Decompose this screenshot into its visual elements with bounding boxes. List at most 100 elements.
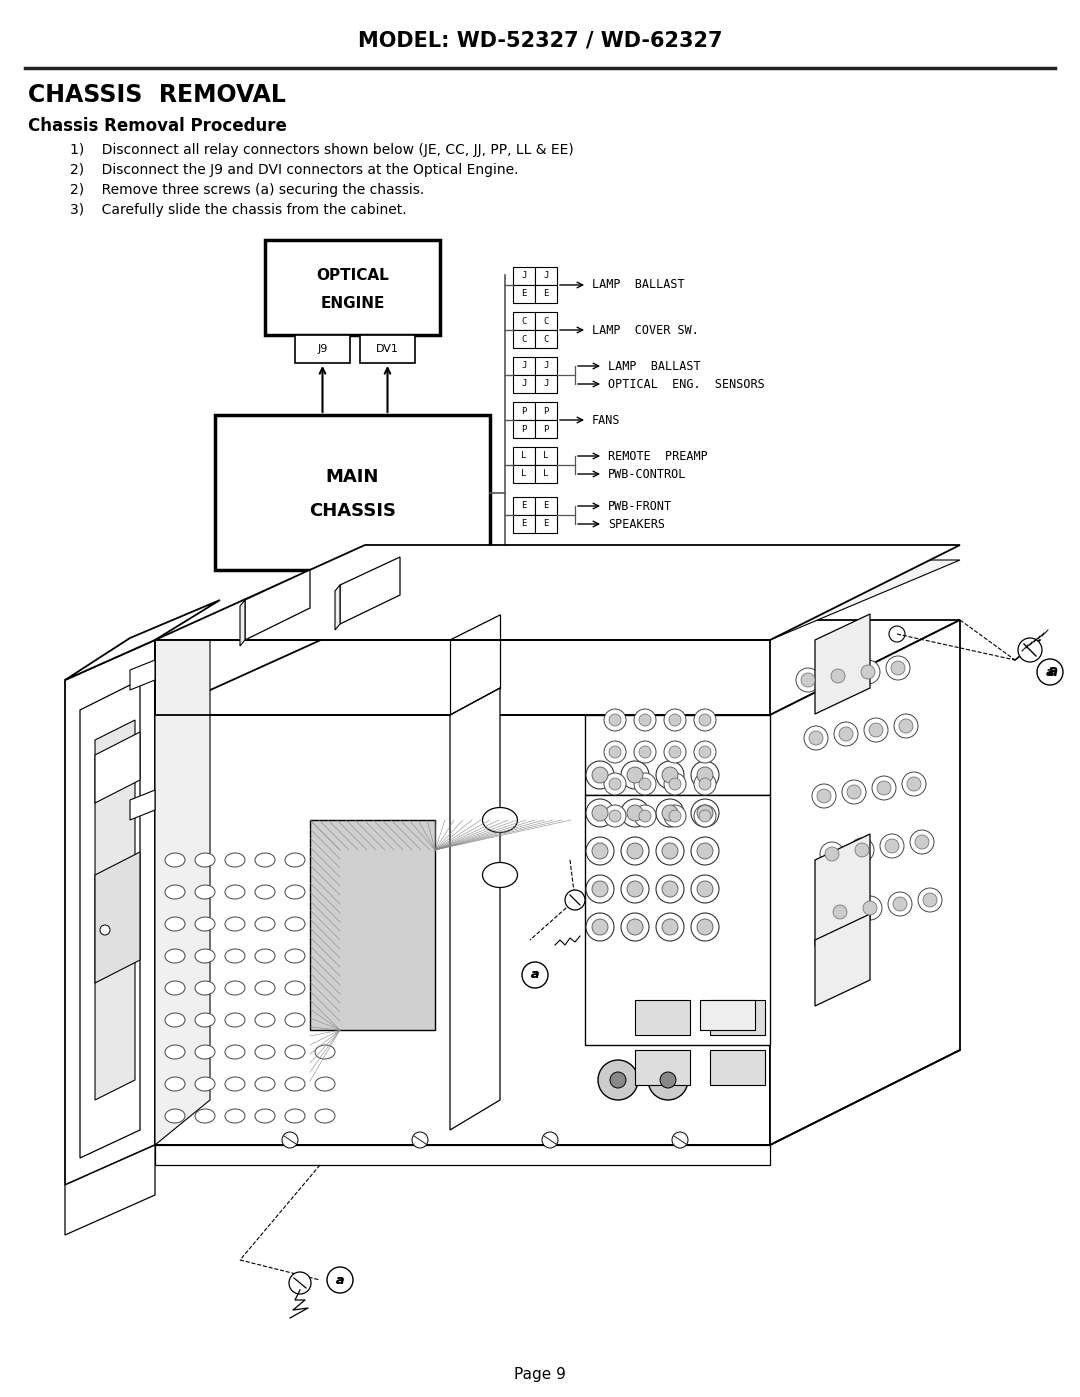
Circle shape (586, 875, 615, 902)
Circle shape (894, 714, 918, 738)
Circle shape (621, 875, 649, 902)
Ellipse shape (225, 949, 245, 963)
Ellipse shape (255, 916, 275, 930)
Circle shape (669, 714, 681, 726)
Circle shape (669, 746, 681, 759)
Circle shape (699, 778, 711, 789)
Ellipse shape (315, 1013, 335, 1027)
Circle shape (592, 805, 608, 821)
Text: a: a (1045, 665, 1054, 679)
Text: 2)    Remove three screws (a) securing the chassis.: 2) Remove three screws (a) securing the … (70, 183, 424, 197)
Circle shape (850, 838, 874, 862)
Circle shape (639, 778, 651, 789)
Circle shape (656, 914, 684, 942)
Text: MODEL: WD-52327 / WD-62327: MODEL: WD-52327 / WD-62327 (357, 29, 723, 50)
Bar (535, 447, 557, 465)
Circle shape (627, 842, 643, 859)
Polygon shape (450, 687, 500, 1130)
Circle shape (691, 837, 719, 865)
Text: ENGINE: ENGINE (321, 296, 384, 312)
Circle shape (660, 1071, 676, 1088)
Bar (535, 402, 557, 420)
Ellipse shape (225, 854, 245, 868)
Polygon shape (335, 585, 340, 630)
Circle shape (694, 740, 716, 763)
Circle shape (918, 888, 942, 912)
Text: a: a (530, 968, 539, 982)
Text: P: P (522, 407, 527, 415)
Bar (700, 1000, 755, 1030)
Bar (535, 285, 557, 303)
Ellipse shape (165, 916, 185, 930)
Circle shape (910, 830, 934, 854)
Polygon shape (240, 599, 245, 645)
Text: J: J (522, 380, 527, 388)
Circle shape (888, 893, 912, 916)
Circle shape (664, 740, 686, 763)
Circle shape (627, 805, 643, 821)
Circle shape (609, 746, 621, 759)
Circle shape (828, 900, 852, 923)
Ellipse shape (165, 1045, 185, 1059)
Circle shape (809, 731, 823, 745)
Polygon shape (130, 789, 156, 820)
Bar (710, 1000, 765, 1035)
Circle shape (610, 1071, 626, 1088)
Text: P: P (522, 425, 527, 433)
Ellipse shape (315, 981, 335, 995)
Circle shape (831, 669, 845, 683)
Text: 2)    Disconnect the J9 and DVI connectors at the Optical Engine.: 2) Disconnect the J9 and DVI connectors … (70, 163, 518, 177)
Circle shape (858, 895, 882, 921)
Polygon shape (770, 620, 960, 1146)
Ellipse shape (285, 1045, 305, 1059)
Ellipse shape (285, 949, 305, 963)
Circle shape (839, 726, 853, 740)
Bar (513, 465, 535, 483)
Circle shape (672, 1132, 688, 1148)
Text: P: P (543, 407, 549, 415)
Circle shape (656, 799, 684, 827)
Text: DV1: DV1 (376, 344, 399, 353)
Ellipse shape (255, 1077, 275, 1091)
Text: L: L (522, 451, 527, 461)
Text: 3)    Carefully slide the chassis from the cabinet.: 3) Carefully slide the chassis from the … (70, 203, 407, 217)
Circle shape (880, 834, 904, 858)
Circle shape (282, 1132, 298, 1148)
Bar (535, 330, 557, 348)
Ellipse shape (225, 884, 245, 900)
Ellipse shape (195, 1013, 215, 1027)
Text: E: E (543, 289, 549, 299)
Ellipse shape (315, 1077, 335, 1091)
Circle shape (598, 1060, 638, 1099)
Bar (215, 415, 490, 570)
Ellipse shape (255, 884, 275, 900)
Circle shape (664, 773, 686, 795)
Circle shape (664, 710, 686, 731)
Circle shape (877, 781, 891, 795)
Circle shape (1037, 659, 1063, 685)
Ellipse shape (255, 854, 275, 868)
Circle shape (662, 919, 678, 935)
Circle shape (691, 799, 719, 827)
Circle shape (697, 767, 713, 782)
Circle shape (289, 1273, 311, 1294)
Ellipse shape (315, 854, 335, 868)
Circle shape (834, 722, 858, 746)
Ellipse shape (195, 949, 215, 963)
Circle shape (691, 914, 719, 942)
Text: C: C (543, 334, 549, 344)
Text: C: C (543, 317, 549, 326)
Circle shape (327, 1267, 353, 1294)
Bar (513, 285, 535, 303)
Polygon shape (156, 640, 210, 1146)
Text: E: E (522, 289, 527, 299)
Text: C: C (522, 334, 527, 344)
Circle shape (586, 837, 615, 865)
Circle shape (664, 805, 686, 827)
Circle shape (694, 805, 716, 827)
Circle shape (609, 778, 621, 789)
Text: CHASSIS: CHASSIS (309, 502, 396, 520)
Polygon shape (210, 560, 960, 640)
Circle shape (855, 842, 869, 856)
Ellipse shape (255, 1109, 275, 1123)
